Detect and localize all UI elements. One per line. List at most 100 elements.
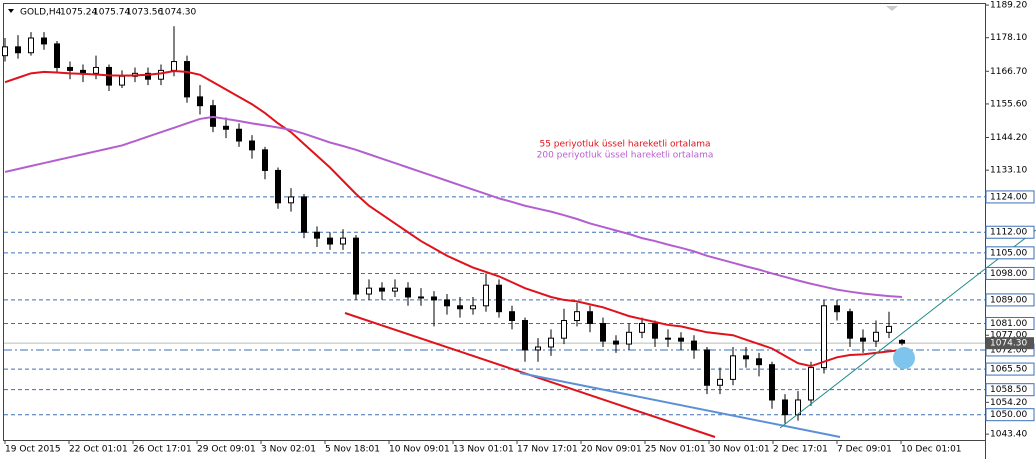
menu-arrow [8, 9, 14, 13]
candle-body [548, 337, 554, 348]
candle-body [340, 237, 346, 245]
x-tick-label: 2 Dec 17:01 [773, 445, 828, 455]
trend-line-rising [779, 268, 986, 429]
y-tick-label: 1043.40 [990, 430, 1027, 440]
x-tick-label: 20 Nov 09:01 [581, 445, 642, 455]
candle-body [93, 66, 99, 74]
candle-body [834, 305, 840, 313]
candle-body [457, 305, 463, 310]
trend-line-support [519, 372, 841, 438]
candle-body [600, 322, 606, 342]
ohlc-high: 1075.74 [93, 8, 130, 18]
candle-body [145, 72, 151, 80]
candle-body [54, 43, 60, 68]
candle-body [899, 339, 905, 344]
candle-body [769, 364, 775, 401]
candle-body [41, 37, 47, 45]
candle-body [15, 46, 21, 54]
y-tick-label: 1054.20 [990, 398, 1027, 408]
candle-body [587, 311, 593, 324]
level-label: 1124.00 [990, 192, 1027, 202]
x-tick-label: 10 Nov 09:01 [389, 445, 450, 455]
candle-body [535, 346, 541, 351]
level-label: 1081.00 [990, 319, 1027, 329]
candle-body [873, 331, 879, 342]
candle-body [717, 378, 723, 386]
y-tick-label: 1189.20 [990, 1, 1027, 11]
candle-body [353, 237, 359, 295]
candle-body [496, 284, 502, 313]
highlight-circle [893, 347, 915, 369]
level-label-box [985, 246, 1035, 260]
candle-body [379, 287, 385, 292]
level-label-box [985, 190, 1035, 204]
level-label: 1072.00 [990, 345, 1027, 355]
candle-body [67, 66, 73, 71]
candle-body [262, 149, 268, 171]
level-label-box [985, 225, 1035, 239]
scroll-marker [886, 6, 898, 11]
level-label-box [985, 266, 1035, 280]
x-tick-label: 25 Nov 01:01 [645, 445, 706, 455]
ohlc-open: 1075.24 [60, 8, 97, 18]
candle-body [119, 75, 125, 86]
candle-body [652, 322, 658, 339]
x-tick-label: 10 Dec 01:01 [901, 445, 962, 455]
candle-body [756, 358, 762, 366]
candle-body [509, 311, 515, 322]
legend-label: 55 periyotluk üssel hareketli ortalama [539, 140, 710, 150]
ohlc-close: 1074.30 [159, 8, 196, 18]
moving-average-line [4, 115, 903, 298]
candle-body [314, 231, 320, 239]
candle-body [327, 237, 333, 245]
x-tick-label: 19 Oct 2015 [5, 445, 61, 455]
candle-body [366, 287, 372, 295]
level-label-box [985, 408, 1035, 422]
x-tick-label: 22 Oct 01:01 [69, 445, 128, 455]
candle-body [483, 284, 489, 307]
candle-body [275, 169, 281, 204]
candle-body [860, 337, 866, 342]
level-label: 1058.50 [990, 385, 1027, 395]
candle-body [730, 355, 736, 380]
candle-body [613, 340, 619, 345]
candle-body [847, 311, 853, 339]
candle-body [678, 337, 684, 342]
x-tick-label: 29 Oct 09:01 [197, 445, 256, 455]
symbol: GOLD,H4 [20, 8, 62, 18]
candle-body [288, 196, 294, 204]
candle-body [171, 61, 177, 71]
x-tick-label: 30 Nov 01:01 [709, 445, 770, 455]
level-label-box [985, 316, 1035, 330]
candle-body [561, 320, 567, 339]
moving-average-line [4, 69, 903, 368]
candle-body [405, 287, 411, 298]
candle-body [808, 367, 814, 401]
x-tick-label: 7 Dec 09:01 [837, 445, 892, 455]
level-label-box [985, 383, 1035, 397]
candle-body [28, 37, 34, 54]
candle-body [574, 311, 580, 322]
level-label-box [985, 293, 1035, 307]
last-price-label: 1074.30 [990, 339, 1027, 349]
candle-body [691, 340, 697, 351]
candle-body [444, 299, 450, 307]
candle-body [418, 296, 424, 299]
candle-body [782, 399, 788, 416]
candle-body [158, 69, 164, 80]
last-price-box [986, 337, 1034, 350]
candle-body [795, 399, 801, 416]
level-label: 1065.50 [990, 365, 1027, 375]
candle-body [223, 125, 229, 130]
candle-body [665, 337, 671, 340]
y-tick-label: 1077.00 [990, 331, 1027, 341]
price-axis: 1189.20 1178.10 1166.70 1155.60 1144.20 1133.… [4, 1, 1035, 455]
candle-body [301, 196, 307, 233]
candle-body [184, 61, 190, 98]
legend-label: 200 periyotluk üssel hareketli ortalama [537, 151, 714, 161]
candle-body [821, 305, 827, 369]
ohlc-low: 1073.56 [126, 8, 163, 18]
